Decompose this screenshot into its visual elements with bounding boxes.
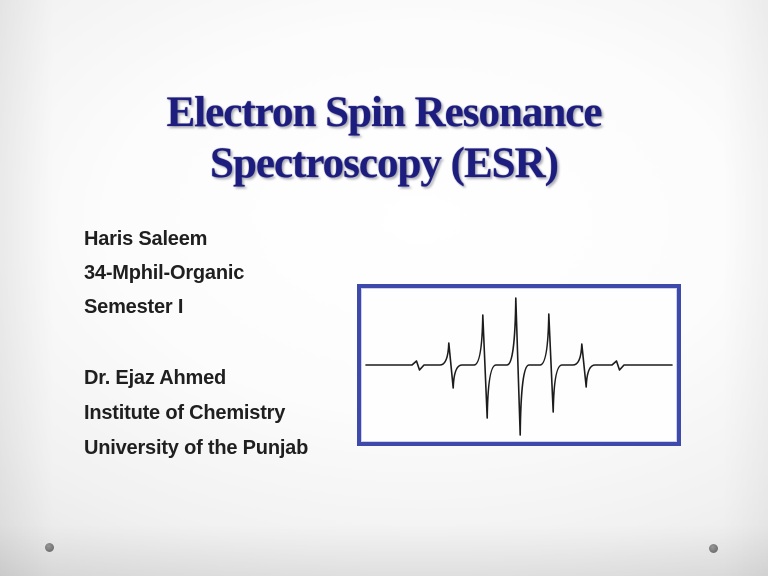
esr-spectrum-trace	[365, 297, 673, 436]
supervisor-name: Dr. Ejaz Ahmed	[84, 367, 227, 389]
institute-line: Institute of Chemistry	[84, 402, 286, 424]
title-line-2: Spectroscopy (ESR)	[210, 140, 559, 187]
semester-line: Semester I	[84, 296, 184, 318]
presenter-name: Haris Saleem	[84, 228, 208, 250]
program-line: 34-Mphil-Organic	[84, 262, 245, 284]
supervisor-block: Dr. Ejaz Ahmed Institute of Chemistry Un…	[84, 361, 308, 466]
title-line-1: Electron Spin Resonance	[166, 89, 603, 136]
footer-dot-right-icon	[709, 544, 718, 553]
footer-dot-left-icon	[45, 543, 54, 552]
university-line: University of the Punjab	[84, 437, 309, 459]
author-block: Haris Saleem 34-Mphil-Organic Semester I	[84, 222, 244, 324]
esr-spectrum-plot	[365, 297, 673, 436]
slide-title: Electron Spin Resonance Spectroscopy (ES…	[0, 87, 768, 189]
esr-spectrum-figure	[357, 284, 681, 446]
